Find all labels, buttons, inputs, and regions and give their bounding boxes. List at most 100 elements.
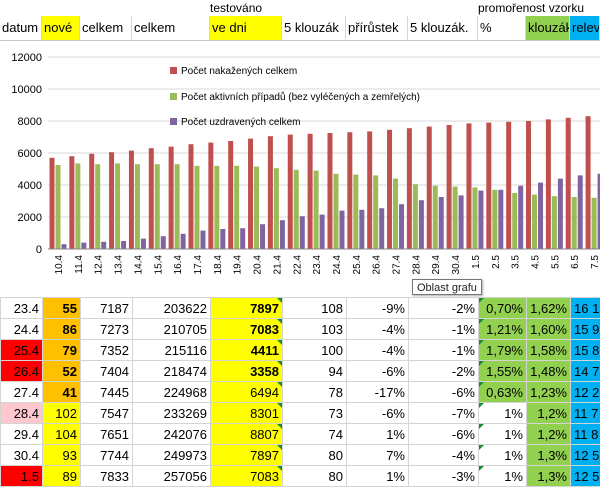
cell-klouzak2[interactable]: -3% — [409, 466, 479, 487]
cell-klouzak2[interactable]: -4% — [409, 445, 479, 466]
cell-rel[interactable]: 14 7 — [571, 361, 600, 382]
cell-klouzak2[interactable]: -1% — [409, 340, 479, 361]
cell-datum[interactable]: 27.4 — [1, 382, 43, 403]
cell-klouzak[interactable]: 108 — [283, 298, 347, 319]
cell-kl[interactable]: 1,2% — [527, 424, 571, 445]
cell-pct[interactable]: 1% — [479, 403, 527, 424]
cell-celkem[interactable]: 7547 — [81, 403, 133, 424]
cell-prirustek[interactable]: -4% — [347, 340, 409, 361]
cell-celkem2[interactable]: 233269 — [133, 403, 211, 424]
cell-klouzak2[interactable]: -2% — [409, 361, 479, 382]
cell-pct[interactable]: 1% — [479, 445, 527, 466]
cell-klouzak[interactable]: 80 — [283, 445, 347, 466]
cell-klouzak2[interactable]: -1% — [409, 319, 479, 340]
cell-celkem2[interactable]: 215116 — [133, 340, 211, 361]
cell-prirustek[interactable]: -9% — [347, 298, 409, 319]
cell-klouzak2[interactable]: -7% — [409, 403, 479, 424]
cell-celkem2[interactable]: 257056 — [133, 466, 211, 487]
cell-ve-dni[interactable]: 7083 — [211, 319, 283, 340]
cell-nove[interactable]: 86 — [43, 319, 81, 340]
cell-datum[interactable]: 26.4 — [1, 361, 43, 382]
col-header-5-klouzak[interactable]: 5 klouzák — [282, 16, 346, 40]
cell-pct[interactable]: 1,79% — [479, 340, 527, 361]
cell-rel[interactable]: 11 7 — [571, 403, 600, 424]
cell-rel[interactable]: 12 5 — [571, 466, 600, 487]
cell-prirustek[interactable]: 1% — [347, 466, 409, 487]
cell-nove[interactable]: 79 — [43, 340, 81, 361]
cell-celkem[interactable]: 7651 — [81, 424, 133, 445]
cell-prirustek[interactable]: -6% — [347, 403, 409, 424]
cell-pct[interactable]: 1% — [479, 466, 527, 487]
cell-nove[interactable]: 41 — [43, 382, 81, 403]
cell-celkem[interactable]: 7273 — [81, 319, 133, 340]
col-header-klouzak[interactable]: klouzák — [526, 16, 570, 40]
cell-nove[interactable]: 102 — [43, 403, 81, 424]
cell-klouzak2[interactable]: -6% — [409, 382, 479, 403]
cell-klouzak[interactable]: 74 — [283, 424, 347, 445]
cell-celkem[interactable]: 7445 — [81, 382, 133, 403]
col-header-datum[interactable]: datum — [0, 16, 42, 40]
cell-celkem[interactable]: 7404 — [81, 361, 133, 382]
cell-klouzak2[interactable]: -6% — [409, 424, 479, 445]
cell-pct[interactable]: 1,21% — [479, 319, 527, 340]
cell-celkem2[interactable]: 210705 — [133, 319, 211, 340]
cell-kl[interactable]: 1,60% — [527, 319, 571, 340]
cell-klouzak[interactable]: 94 — [283, 361, 347, 382]
cell-datum[interactable]: 23.4 — [1, 298, 43, 319]
cell-kl[interactable]: 1,48% — [527, 361, 571, 382]
cell-celkem[interactable]: 7744 — [81, 445, 133, 466]
cell-ve-dni[interactable]: 6494 — [211, 382, 283, 403]
cell-pct[interactable]: 1,55% — [479, 361, 527, 382]
cell-ve-dni[interactable]: 8301 — [211, 403, 283, 424]
cell-prirustek[interactable]: 7% — [347, 445, 409, 466]
cell-kl[interactable]: 1,58% — [527, 340, 571, 361]
cell-datum[interactable]: 30.4 — [1, 445, 43, 466]
cell-pct[interactable]: 1% — [479, 424, 527, 445]
cell-datum[interactable]: 29.4 — [1, 424, 43, 445]
cell-prirustek[interactable]: -6% — [347, 361, 409, 382]
cell-rel[interactable]: 15 8 — [571, 340, 600, 361]
cell-kl[interactable]: 1,23% — [527, 382, 571, 403]
cell-klouzak[interactable]: 80 — [283, 466, 347, 487]
cell-rel[interactable]: 15 9 — [571, 319, 600, 340]
col-header-5-klouzak-2[interactable]: 5 klouzák. — [408, 16, 478, 40]
col-header-prirustek[interactable]: přírůstek — [346, 16, 408, 40]
cell-kl[interactable]: 1,2% — [527, 403, 571, 424]
cell-prirustek[interactable]: -4% — [347, 319, 409, 340]
col-header-relev[interactable]: relev — [570, 16, 600, 40]
cell-klouzak[interactable]: 100 — [283, 340, 347, 361]
col-header-ve-dni[interactable]: ve dni — [210, 16, 282, 40]
cell-celkem2[interactable]: 224968 — [133, 382, 211, 403]
cell-klouzak[interactable]: 78 — [283, 382, 347, 403]
cell-pct[interactable]: 0,63% — [479, 382, 527, 403]
cell-celkem[interactable]: 7187 — [81, 298, 133, 319]
cell-celkem2[interactable]: 218474 — [133, 361, 211, 382]
cell-rel[interactable]: 16 1 — [571, 298, 600, 319]
cell-datum[interactable]: 1.5 — [1, 466, 43, 487]
cell-rel[interactable]: 12 5 — [571, 445, 600, 466]
cell-celkem2[interactable]: 249973 — [133, 445, 211, 466]
cell-kl[interactable]: 1,62% — [527, 298, 571, 319]
cell-celkem[interactable]: 7352 — [81, 340, 133, 361]
cell-ve-dni[interactable]: 8807 — [211, 424, 283, 445]
col-header-percent[interactable]: % — [478, 16, 526, 40]
cell-rel[interactable]: 11 8 — [571, 424, 600, 445]
cell-pct[interactable]: 0,70% — [479, 298, 527, 319]
cell-kl[interactable]: 1,3% — [527, 445, 571, 466]
cell-klouzak[interactable]: 73 — [283, 403, 347, 424]
cell-prirustek[interactable]: -17% — [347, 382, 409, 403]
cell-rel[interactable]: 12 2 — [571, 382, 600, 403]
cell-celkem[interactable]: 7833 — [81, 466, 133, 487]
cell-celkem2[interactable]: 242076 — [133, 424, 211, 445]
col-header-celkem-2[interactable]: celkem — [132, 16, 210, 40]
cell-nove[interactable]: 93 — [43, 445, 81, 466]
cell-ve-dni[interactable]: 7897 — [211, 445, 283, 466]
cell-ve-dni[interactable]: 7083 — [211, 466, 283, 487]
cell-nove[interactable]: 104 — [43, 424, 81, 445]
cell-nove[interactable]: 52 — [43, 361, 81, 382]
cell-datum[interactable]: 28.4 — [1, 403, 43, 424]
cell-ve-dni[interactable]: 4411 — [211, 340, 283, 361]
col-header-nove[interactable]: nové — [42, 16, 80, 40]
cell-ve-dni[interactable]: 7897 — [211, 298, 283, 319]
